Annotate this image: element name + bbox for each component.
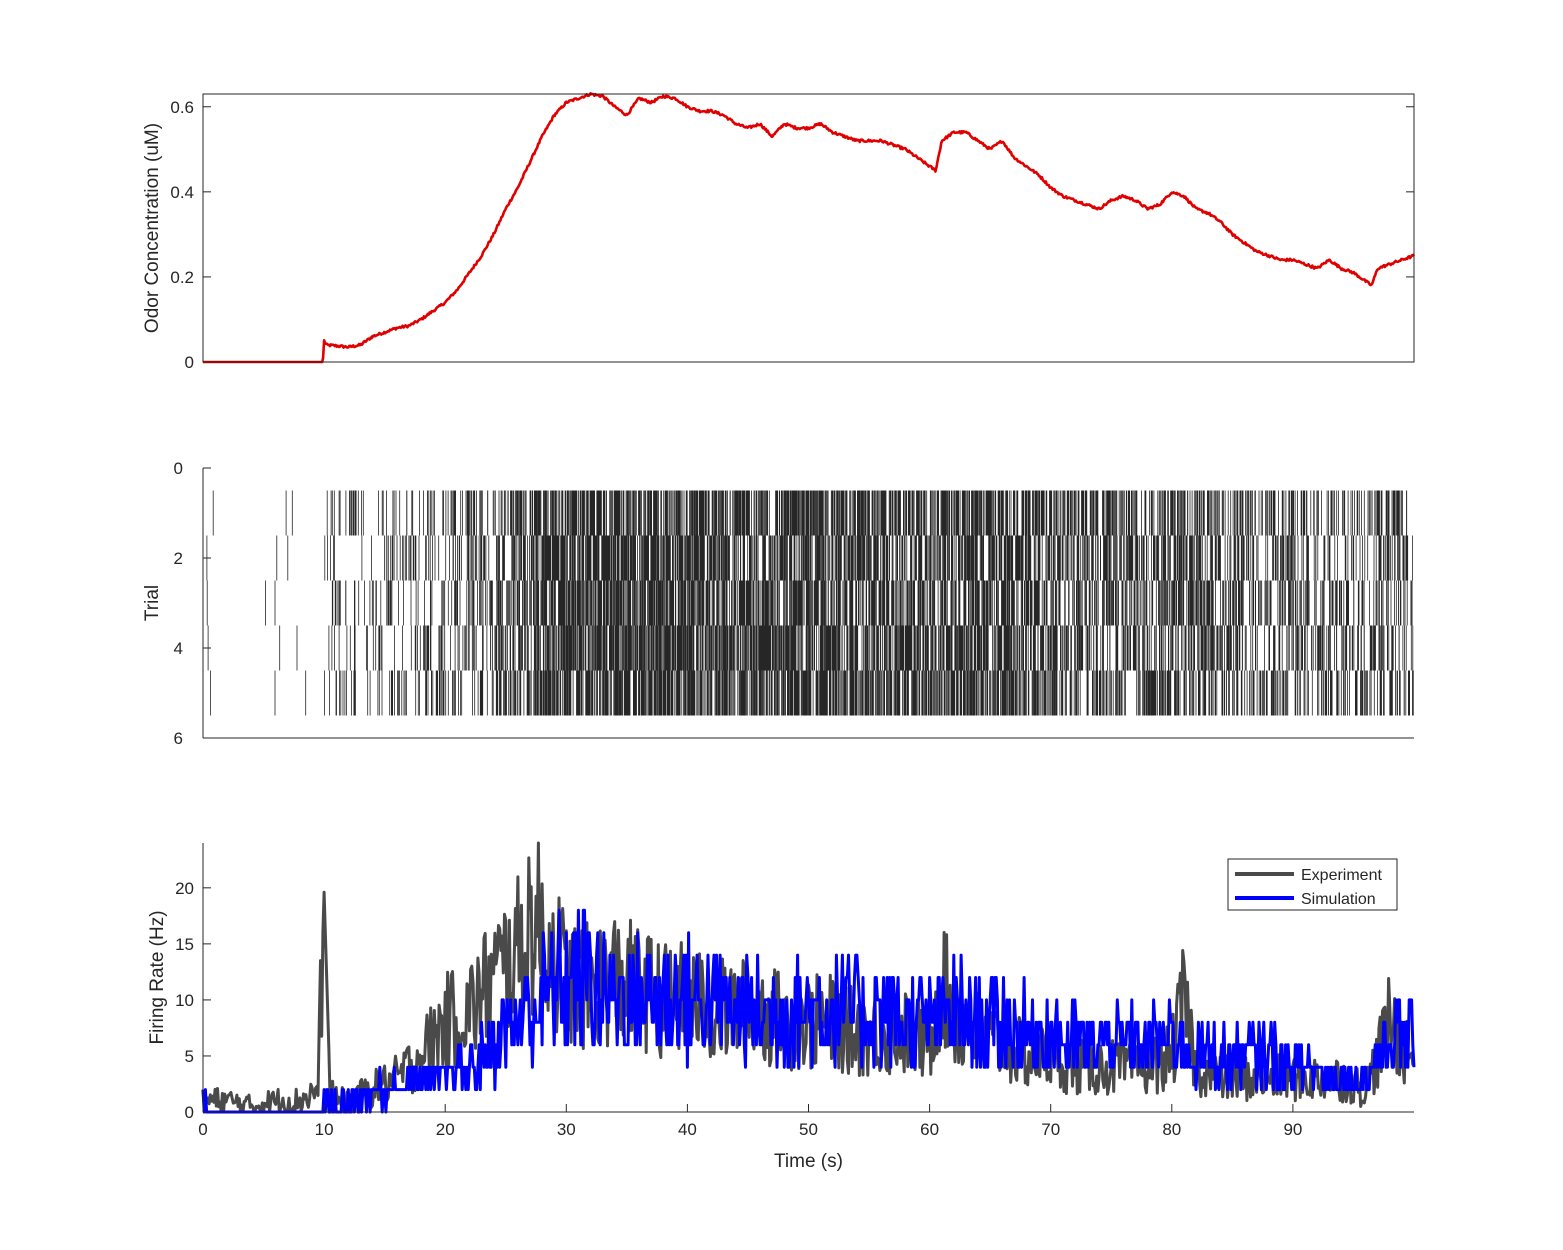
rate-y-axis-label: Firing Rate (Hz) xyxy=(147,910,168,1044)
rate-x-tick-label: 50 xyxy=(799,1120,818,1139)
rate-x-ticks: 0 10 20 30 40 50 60 70 80 90 xyxy=(198,1104,1302,1139)
rate-x-axis-label: Time (s) xyxy=(774,1151,843,1172)
raster-y-tick-label: 6 xyxy=(174,729,183,748)
rate-y-tick-label: 5 xyxy=(185,1047,194,1066)
rate-y-tick-label: 0 xyxy=(185,1103,194,1122)
raster-y-tick-label: 2 xyxy=(174,549,183,568)
raster-panel: 0 2 4 6 Trial xyxy=(142,459,1414,748)
rate-x-tick-label: 40 xyxy=(678,1120,697,1139)
legend-label-experiment: Experiment xyxy=(1301,867,1382,884)
rate-x-tick-label: 90 xyxy=(1283,1120,1302,1139)
odor-y-tick-label: 0.2 xyxy=(170,268,194,287)
raster-trial-5 xyxy=(210,670,1414,716)
odor-y-tick-label: 0 xyxy=(185,353,194,372)
rate-y-tick-label: 20 xyxy=(175,879,194,898)
rate-line-simulation xyxy=(201,908,1416,1114)
rate-x-tick-label: 0 xyxy=(198,1120,207,1139)
legend-box xyxy=(1227,858,1398,911)
raster-y-tick-label: 4 xyxy=(174,639,183,658)
rate-x-tick-label: 70 xyxy=(1041,1120,1060,1139)
odor-trace xyxy=(202,92,1416,364)
odor-axes-frame xyxy=(202,93,1415,363)
rate-x-tick-label: 80 xyxy=(1162,1120,1181,1139)
odor-y-axis-label: Odor Concentration (uM) xyxy=(142,123,163,333)
raster-trial-1 xyxy=(212,490,1408,536)
odor-y-tick-label: 0.4 xyxy=(170,183,194,202)
raster-spikes xyxy=(206,490,1414,716)
rate-x-tick-label: 10 xyxy=(315,1120,334,1139)
raster-trial-3 xyxy=(206,580,1413,626)
odor-concentration-panel: 0 0.2 0.4 0.6 Odor Concentration (uM) xyxy=(142,92,1416,372)
rate-x-tick-label: 20 xyxy=(436,1120,455,1139)
raster-y-axis-label: Trial xyxy=(142,585,163,621)
odor-y-ticks: 0 0.2 0.4 0.6 xyxy=(170,98,1414,372)
rate-x-tick-label: 60 xyxy=(920,1120,939,1139)
odor-y-tick-label: 0.6 xyxy=(170,98,194,117)
firing-rate-series xyxy=(201,841,1416,1114)
rate-y-tick-label: 10 xyxy=(175,991,194,1010)
firing-rate-panel: 0 5 10 15 20 0 10 20 30 40 50 60 70 80 90 Firing Rate… xyxy=(147,841,1416,1172)
rate-x-tick-label: 30 xyxy=(557,1120,576,1139)
odor-concentration-line xyxy=(202,92,1416,364)
raster-y-tick-label: 0 xyxy=(174,459,183,478)
legend-label-simulation: Simulation xyxy=(1301,891,1376,908)
rate-y-ticks: 0 5 10 15 20 xyxy=(175,879,211,1122)
legend: Experiment Simulation xyxy=(1227,858,1398,911)
rate-y-tick-label: 15 xyxy=(175,935,194,954)
